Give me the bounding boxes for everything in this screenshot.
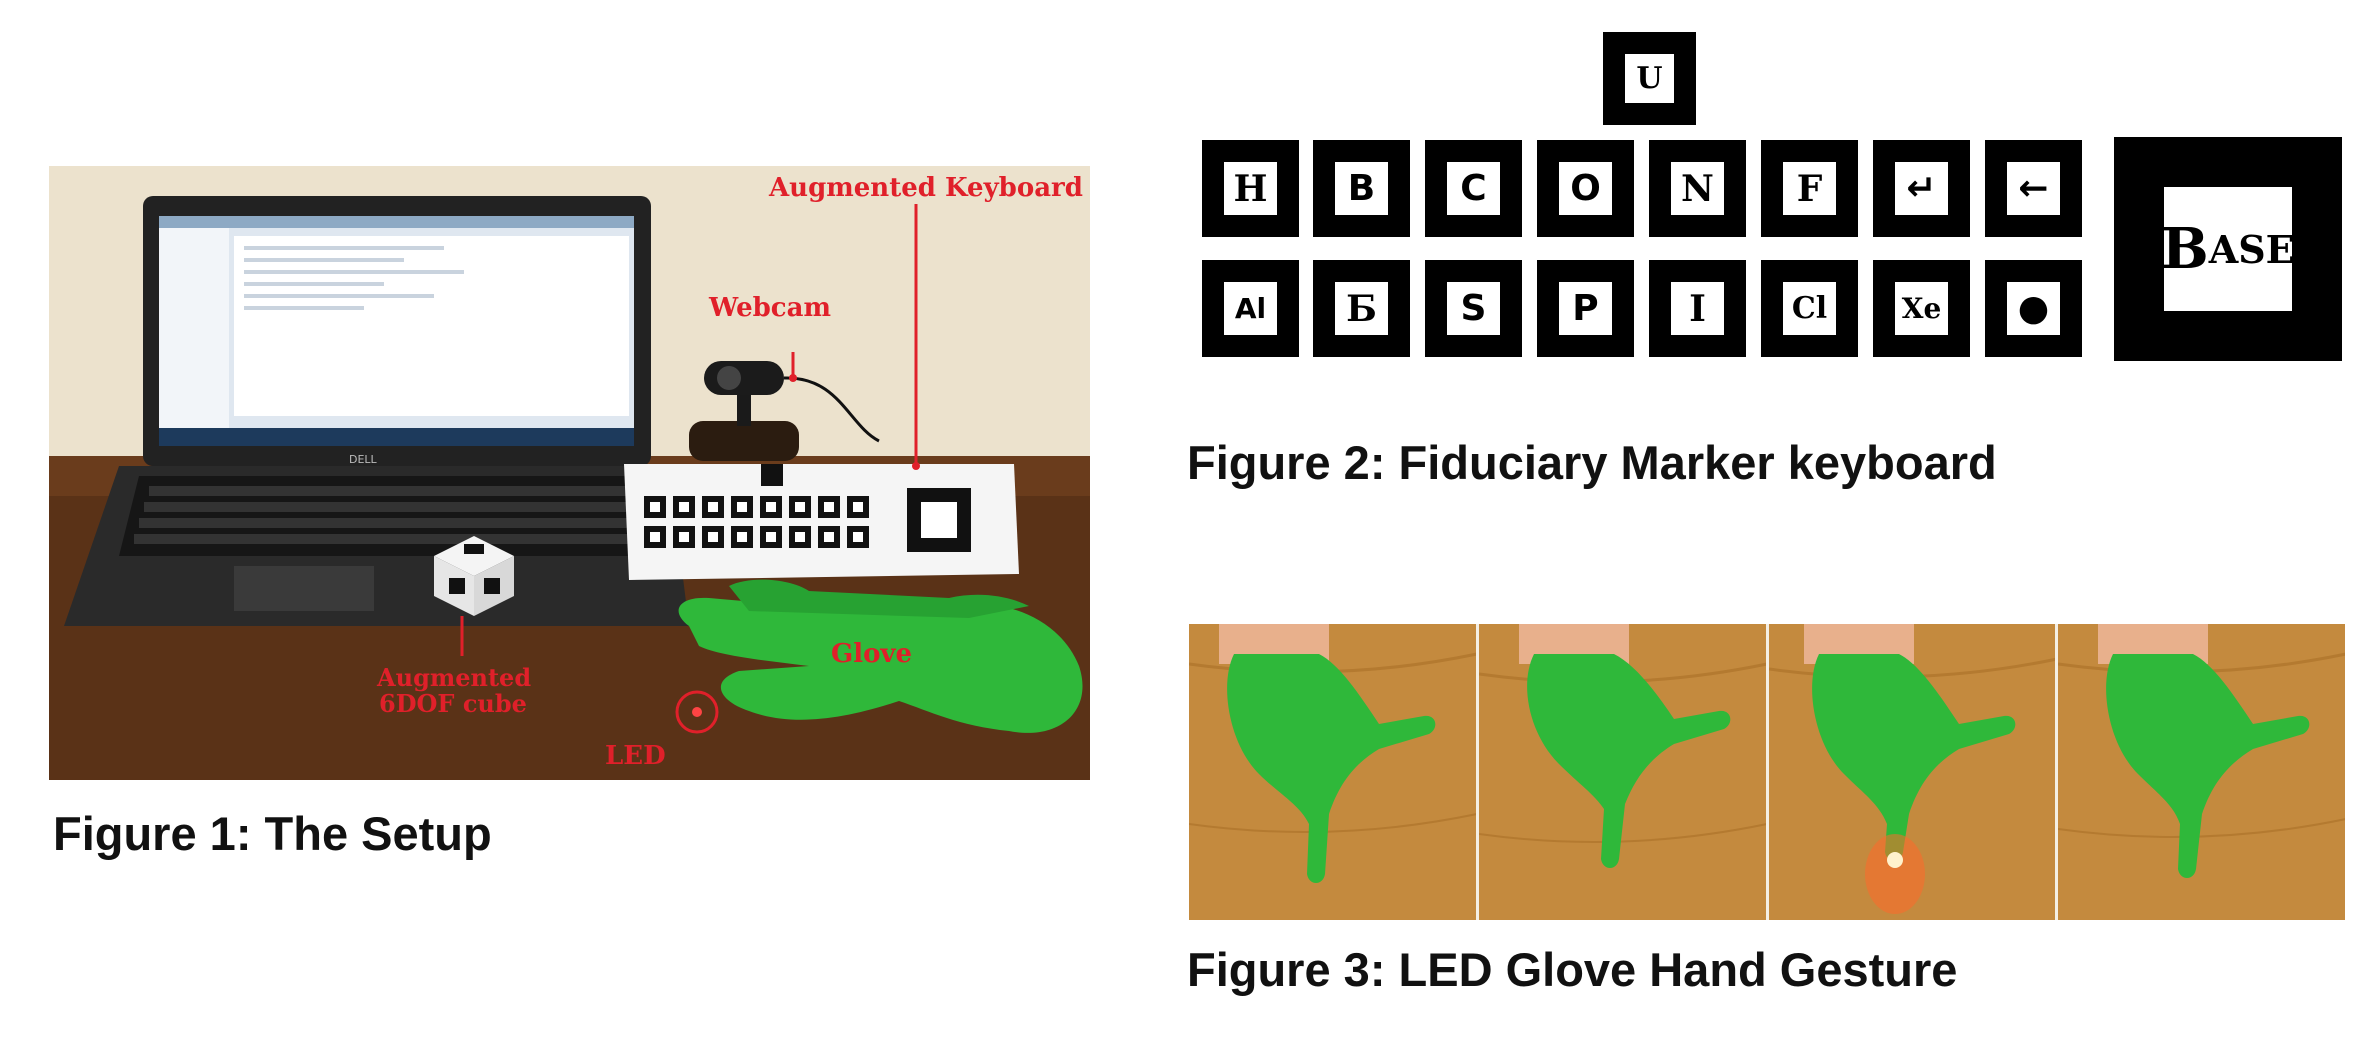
marker-key: P <box>1537 260 1634 357</box>
marker-key: C <box>1425 140 1522 237</box>
marker-symbol: S <box>1447 282 1500 335</box>
marker-key: F <box>1761 140 1858 237</box>
webcam <box>689 361 880 461</box>
marker-key: B <box>1313 140 1410 237</box>
setup-photo-illustration: DELL <box>49 166 1090 780</box>
figure-1-setup-photo: DELL <box>49 166 1090 780</box>
marker-symbol: C <box>1447 162 1500 215</box>
6dof-cube <box>434 536 514 616</box>
marker-symbol: Cl <box>1783 282 1836 335</box>
marker-key: Xe <box>1873 260 1970 357</box>
marker-symbol: Ƃ <box>1335 282 1388 335</box>
marker-symbol: O <box>1559 162 1612 215</box>
marker-symbol: ● <box>2007 282 2060 335</box>
label-led: LED <box>605 741 666 771</box>
label-augmented-keyboard: Augmented Keyboard <box>768 173 1083 203</box>
marker-key: N <box>1649 140 1746 237</box>
base-first-letter: B <box>2161 216 2209 282</box>
marker-key: S <box>1425 260 1522 357</box>
label-cube-line1: Augmented <box>376 663 531 692</box>
marker-symbol: I <box>1671 282 1724 335</box>
figure-3-caption: Figure 3: LED Glove Hand Gesture <box>1187 943 1958 996</box>
marker-top-symbol: U <box>1625 54 1674 103</box>
base-rest-letters: ASE <box>2208 226 2295 272</box>
marker-key: ← <box>1985 140 2082 237</box>
marker-symbol: F <box>1783 162 1836 215</box>
gesture-panel <box>1189 624 1479 920</box>
marker-key: H <box>1202 140 1299 237</box>
glove <box>678 579 1083 733</box>
laptop: DELL <box>64 196 689 626</box>
gesture-panel-led-on <box>1768 624 2059 920</box>
marker-symbol: P <box>1559 282 1612 335</box>
marker-key: Al <box>1202 260 1299 357</box>
marker-symbol: B <box>1335 162 1388 215</box>
marker-key: ↵ <box>1873 140 1970 237</box>
figure-3-gesture-strip <box>1189 624 2345 920</box>
marker-base: B ASE <box>2114 137 2342 361</box>
augmented-keyboard-sheet <box>624 464 1019 580</box>
label-cube-line2: 6DOF cube <box>379 689 527 718</box>
label-glove: Glove <box>831 639 912 669</box>
marker-symbol: ↵ <box>1895 162 1948 215</box>
marker-key: Cl <box>1761 260 1858 357</box>
marker-symbol: Xe <box>1895 282 1948 335</box>
gesture-panel <box>1478 624 1769 920</box>
marker-key: I <box>1649 260 1746 357</box>
marker-top: U <box>1603 32 1696 125</box>
marker-symbol: N <box>1671 162 1724 215</box>
figure-2-marker-keyboard: U H B C O N F ↵ ← Al Ƃ S P I Cl Xe ● B AS… <box>1180 30 2342 370</box>
marker-base-symbol: B ASE <box>2161 187 2295 311</box>
gesture-panel <box>2058 624 2345 920</box>
marker-symbol: Al <box>1224 282 1277 335</box>
marker-key: ● <box>1985 260 2082 357</box>
laptop-brand: DELL <box>349 453 378 466</box>
figure-2-caption: Figure 2: Fiduciary Marker keyboard <box>1187 436 1997 489</box>
marker-key: Ƃ <box>1313 260 1410 357</box>
marker-symbol: H <box>1224 162 1277 215</box>
marker-symbol: ← <box>2007 162 2060 215</box>
marker-key: O <box>1537 140 1634 237</box>
figure-1-caption: Figure 1: The Setup <box>53 807 492 860</box>
label-webcam: Webcam <box>708 293 831 323</box>
